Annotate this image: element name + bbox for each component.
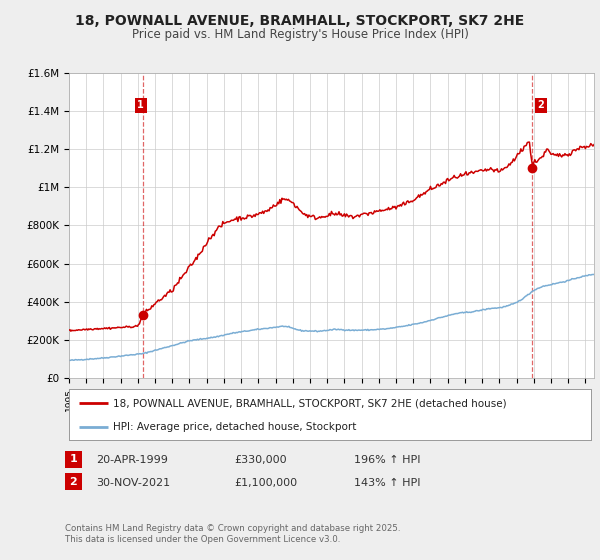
Text: Contains HM Land Registry data © Crown copyright and database right 2025.
This d: Contains HM Land Registry data © Crown c… xyxy=(65,524,400,544)
Text: 2: 2 xyxy=(538,100,544,110)
Text: 1: 1 xyxy=(70,454,77,464)
Text: Price paid vs. HM Land Registry's House Price Index (HPI): Price paid vs. HM Land Registry's House … xyxy=(131,28,469,41)
Text: £330,000: £330,000 xyxy=(234,455,287,465)
Text: 18, POWNALL AVENUE, BRAMHALL, STOCKPORT, SK7 2HE (detached house): 18, POWNALL AVENUE, BRAMHALL, STOCKPORT,… xyxy=(113,398,507,408)
Text: 196% ↑ HPI: 196% ↑ HPI xyxy=(354,455,421,465)
Text: 18, POWNALL AVENUE, BRAMHALL, STOCKPORT, SK7 2HE: 18, POWNALL AVENUE, BRAMHALL, STOCKPORT,… xyxy=(76,14,524,28)
Text: 1: 1 xyxy=(137,100,144,110)
Text: 143% ↑ HPI: 143% ↑ HPI xyxy=(354,478,421,488)
Text: £1,100,000: £1,100,000 xyxy=(234,478,297,488)
Text: HPI: Average price, detached house, Stockport: HPI: Average price, detached house, Stoc… xyxy=(113,422,357,432)
Text: 2: 2 xyxy=(70,477,77,487)
Text: 20-APR-1999: 20-APR-1999 xyxy=(96,455,168,465)
Text: 30-NOV-2021: 30-NOV-2021 xyxy=(96,478,170,488)
